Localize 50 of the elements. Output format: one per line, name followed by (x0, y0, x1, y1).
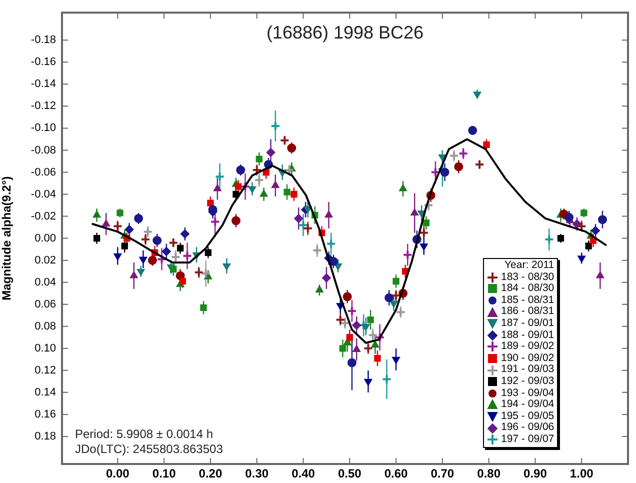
y-tick-label: 0.16 (34, 408, 56, 420)
y-tick-label: -0.02 (30, 210, 56, 222)
legend-label: 192 - 09/03 (501, 374, 554, 388)
legend-label: 183 - 08/30 (501, 270, 554, 283)
legend-label: 184 - 08/30 (501, 282, 554, 295)
y-tick-label: 0.12 (34, 364, 56, 376)
legend-label: 195 - 09/05 (501, 410, 554, 422)
legend-title: Year: 2011 (504, 259, 554, 272)
x-tick-label: 0.50 (338, 466, 362, 481)
y-tick-label: -0.14 (30, 78, 56, 90)
y-tick-label: -0.10 (30, 122, 56, 134)
x-tick-label: 0.60 (384, 466, 408, 481)
y-tick-label: 0.04 (34, 276, 56, 288)
y-axis-title: Magnitude alpha(9.2°) (0, 176, 14, 300)
y-tick-label: 0.18 (34, 430, 56, 443)
x-tick-label: 0.80 (477, 466, 501, 481)
x-tick-label: 0.90 (524, 466, 548, 481)
legend-label: 196 - 09/06 (501, 421, 554, 434)
x-tick-label: 0.30 (245, 466, 269, 481)
x-tick-label: 0.10 (152, 466, 176, 481)
y-tick-label: 0.08 (34, 320, 56, 332)
y-tick-label: 0.02 (34, 254, 56, 266)
legend-label: 189 - 09/02 (501, 340, 554, 353)
y-tick-label: -0.16 (30, 56, 56, 68)
legend-label: 194 - 09/04 (501, 398, 554, 411)
legend-label: 186 - 08/31 (501, 305, 554, 318)
y-tick-label: -0.12 (30, 100, 56, 112)
x-tick-label: 0.70 (430, 466, 454, 481)
x-tick-label: 0.20 (198, 466, 222, 481)
y-tick-label: -0.18 (30, 34, 56, 46)
y-tick-label: 0.14 (34, 386, 56, 398)
legend-label: 197 - 09/07 (501, 432, 554, 446)
text: (16886) 1998 BC26 (266, 22, 424, 43)
legend-label: 191 - 09/03 (501, 363, 554, 376)
y-tick-label: 0.06 (34, 298, 56, 310)
x-tick-label: 0.40 (292, 466, 316, 481)
legend-label: 187 - 09/01 (501, 316, 554, 330)
x-tick-label: 1.00 (570, 466, 594, 481)
y-tick-label: 0.10 (34, 342, 56, 354)
legend-label: 193 - 09/04 (501, 386, 554, 399)
y-tick-label: -0.06 (30, 166, 56, 178)
legend-label: 190 - 09/02 (501, 352, 554, 364)
y-tick-label: 0.00 (34, 232, 56, 244)
y-tick-label: -0.04 (30, 188, 56, 200)
annotation: JDo(LTC): 2455803.863503 (75, 442, 224, 456)
legend-label: 185 - 08/31 (501, 294, 554, 306)
annotation: Period: 5.9908 ± 0.0014 h (75, 427, 214, 441)
legend-label: 188 - 09/01 (501, 328, 554, 341)
x-tick-label: 0.00 (106, 466, 130, 481)
y-tick-label: -0.08 (30, 144, 56, 156)
